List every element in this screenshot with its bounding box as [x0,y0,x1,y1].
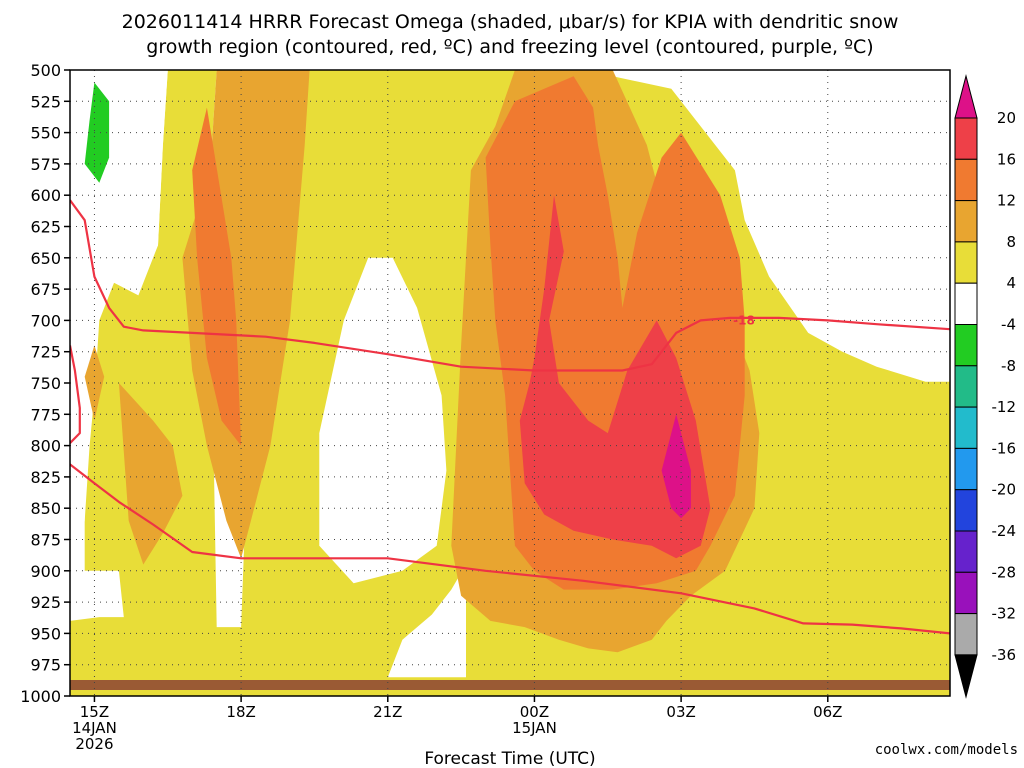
colorbar-label: -4 [1001,316,1016,334]
y-tick-label: 875 [30,531,61,550]
y-tick-label: 700 [30,311,61,330]
y-tick-label: 925 [30,593,61,612]
colorbar-label: -24 [992,522,1017,540]
y-tick-label: 500 [30,61,61,80]
colorbar-label: -36 [992,646,1017,664]
colorbar-band [954,406,978,449]
colorbar-label: 8 [1006,233,1016,251]
y-tick-label: 775 [30,405,61,424]
x-tick-label: 06Z [813,703,842,721]
y-tick-label: 725 [30,343,61,362]
colorbar-band [954,571,978,615]
colorbar-band [954,158,978,202]
x-tick-label: 18Z [226,703,255,721]
chart-title-line-1: 2026011414 HRRR Forecast Omega (shaded, … [122,11,899,33]
colorbar-label: 4 [1006,274,1016,292]
omega-shade-14 [84,82,110,183]
contour-line-2 [70,345,81,444]
contour-label: -18 [733,313,755,327]
omega-shade-5 [387,564,466,678]
x-tick-label: 15Z [80,703,109,721]
colorbar-label: -28 [992,563,1017,581]
x-axis-title: Forecast Time (UTC) [424,749,595,768]
colorbar-band [954,365,978,408]
colorbar-band [954,324,978,367]
y-tick-label: 975 [30,656,61,675]
colorbar-label: 20 [997,109,1016,127]
x-tick-label: 2026 [75,735,113,753]
omega-shade-11 [192,107,242,446]
y-tick-label: 675 [30,280,61,299]
colorbar-band [954,613,978,656]
y-tick-label: 550 [30,124,61,143]
y-tick-label: 825 [30,468,61,487]
source-credit: coolwx.com/models [875,742,1018,758]
x-tick-label: 15JAN [512,719,557,737]
y-tick-label: 900 [30,562,61,581]
y-tick-label: 625 [30,218,61,237]
x-tick-label: 21Z [373,703,402,721]
y-tick-label: 600 [30,186,61,205]
colorbar-label: -8 [1001,357,1016,375]
contour-line-1 [70,463,950,635]
y-tick-label: 800 [30,437,61,456]
colorbar-bottom-arrow [954,654,978,699]
colorbar-label: -16 [992,439,1017,457]
colorbar-label: 12 [997,192,1016,210]
y-tick-label: 1000 [20,687,61,706]
y-tick-label: 750 [30,374,61,393]
x-tick-label: 00Z [520,703,549,721]
omega-shade-2 [70,70,168,559]
terrain-surface [70,680,950,690]
colorbar-band [954,282,978,326]
colorbar-band [954,117,978,160]
contour-line-0 [70,199,950,372]
colorbar-band [954,447,978,491]
omega-shade-7 [118,383,183,565]
omega-shade-1 [554,620,950,676]
colorbar-label: -20 [992,481,1017,499]
chart-title-line-2: growth region (contoured, red, ºC) and f… [146,36,873,58]
colorbar-band [954,489,978,532]
colorbar-label: -12 [992,398,1017,416]
colorbar: 20 16 12 8 4 -4 -8 -12 -16 -20 -24 -28 -32 -36 [954,74,1017,699]
colorbar-band [954,241,978,284]
colorbar-band [954,200,978,243]
y-tick-label: 575 [30,155,61,174]
y-tick-label: 850 [30,499,61,518]
y-tick-label: 950 [30,624,61,643]
omega-shade-13 [661,414,691,519]
x-tick-label: 14JAN [72,719,117,737]
colorbar-band [954,530,978,573]
x-tick-label: 03Z [666,703,695,721]
omega-shade-4 [319,257,447,584]
colorbar-label: -32 [992,605,1017,623]
y-tick-label: 525 [30,92,61,111]
colorbar-label: 16 [997,150,1016,168]
y-tick-label: 650 [30,249,61,268]
